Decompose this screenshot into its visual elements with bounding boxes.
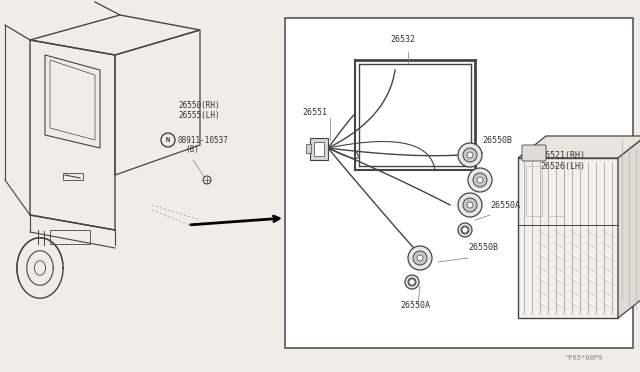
Bar [306,144,311,153]
Text: 26550A: 26550A [400,301,430,310]
Text: 26550A: 26550A [490,201,520,210]
Text: 26550B: 26550B [482,136,512,145]
Text: ^P65*00P9: ^P65*00P9 [565,355,604,361]
FancyBboxPatch shape [522,145,546,161]
Polygon shape [618,136,640,318]
Bar [50,230,90,244]
Circle shape [477,177,483,183]
Text: 26521(RH): 26521(RH) [540,151,585,160]
Circle shape [409,279,415,285]
Circle shape [408,278,416,286]
Circle shape [458,143,482,167]
Text: 26550B: 26550B [468,243,498,252]
Circle shape [463,198,477,212]
Text: N: N [166,137,170,143]
Text: 26526(LH): 26526(LH) [540,162,585,171]
Polygon shape [518,136,640,158]
Text: 26551: 26551 [302,108,327,117]
Bar [518,158,618,318]
Circle shape [458,193,482,217]
Bar [310,138,328,160]
Circle shape [473,173,487,187]
Circle shape [462,227,468,233]
Circle shape [461,226,469,234]
Circle shape [468,168,492,192]
Text: 26550(RH): 26550(RH) [178,101,220,110]
Circle shape [408,246,432,270]
Bar [285,18,633,348]
Text: (8): (8) [185,145,199,154]
Bar [63,173,83,180]
Circle shape [417,255,423,261]
Text: 08911-10537: 08911-10537 [177,135,228,144]
Circle shape [458,223,472,237]
Bar [314,142,324,156]
Circle shape [467,152,473,158]
Bar [526,166,542,216]
Circle shape [463,148,477,162]
Circle shape [413,251,427,265]
Circle shape [405,275,419,289]
Text: 26555(LH): 26555(LH) [178,111,220,120]
Circle shape [467,202,473,208]
Text: 26532: 26532 [390,35,415,44]
Bar [548,166,564,216]
